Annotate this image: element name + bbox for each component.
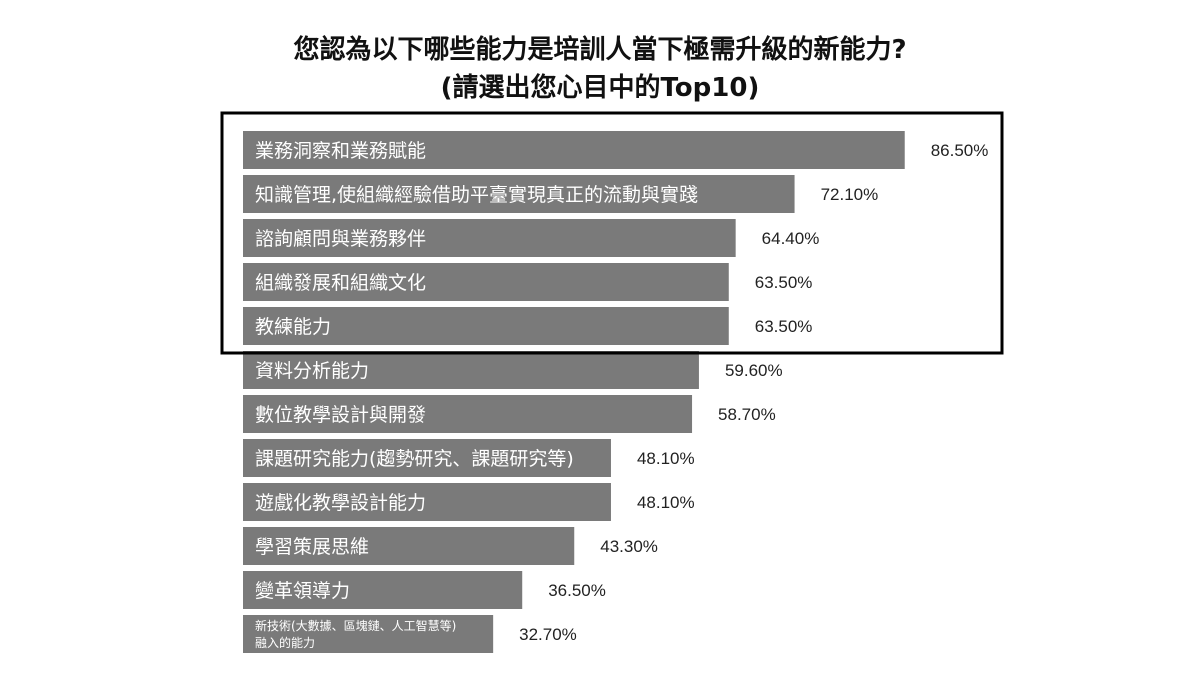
bar-group: 數位教學設計與開發 58.70% bbox=[243, 395, 776, 433]
value-label: 59.60% bbox=[725, 361, 783, 380]
bar bbox=[243, 219, 736, 257]
value-label: 32.70% bbox=[519, 625, 577, 644]
bar-group: 課題研究能力(趨勢研究、課題研究等) 48.10% bbox=[243, 439, 695, 477]
value-label: 63.50% bbox=[755, 273, 813, 292]
bar bbox=[243, 439, 611, 477]
bar-label: 數位教學設計與開發 bbox=[255, 404, 426, 426]
bar-label: 新技術(大數據、區塊鏈、人工智慧等) bbox=[255, 618, 456, 633]
bar-group: 新技術(大數據、區塊鏈、人工智慧等) 融入的能力 32.70% bbox=[243, 615, 577, 653]
bar-group: 遊戲化教學設計能力 48.10% bbox=[243, 483, 695, 521]
bar bbox=[243, 395, 693, 433]
bar-group: 學習策展思維 43.30% bbox=[243, 527, 658, 565]
chart-title-line-2: (請選出您心目中的Top10) bbox=[440, 73, 760, 103]
bar-group: 業務洞察和業務賦能 86.50% bbox=[243, 131, 988, 169]
bar bbox=[243, 263, 729, 301]
value-label: 64.40% bbox=[762, 229, 820, 248]
bar-group: 組織發展和組織文化 63.50% bbox=[243, 263, 812, 301]
bar bbox=[243, 571, 523, 609]
value-label: 36.50% bbox=[548, 581, 606, 600]
bar bbox=[243, 615, 494, 653]
bar-label: 變革領導力 bbox=[255, 580, 350, 602]
value-label: 48.10% bbox=[637, 449, 695, 468]
bar-label: 融入的能力 bbox=[255, 635, 315, 650]
value-label: 43.30% bbox=[600, 537, 658, 556]
bar-label: 業務洞察和業務賦能 bbox=[255, 140, 426, 162]
bar bbox=[243, 527, 575, 565]
bar-label: 組織發展和組織文化 bbox=[255, 272, 426, 294]
value-label: 48.10% bbox=[637, 493, 695, 512]
chart-title-line-1: 您認為以下哪些能力是培訓人當下極需升級的新能力? bbox=[293, 35, 907, 65]
bar bbox=[243, 175, 795, 213]
bar-label: 學習策展思維 bbox=[255, 536, 369, 558]
bar-label: 資料分析能力 bbox=[255, 360, 369, 382]
value-label: 86.50% bbox=[931, 141, 989, 160]
bar-group: 教練能力 63.50% bbox=[243, 307, 812, 345]
bar-group: 資料分析能力 59.60% bbox=[243, 351, 783, 389]
bar bbox=[243, 351, 699, 389]
value-label: 63.50% bbox=[755, 317, 813, 336]
bar-label: 教練能力 bbox=[255, 316, 331, 338]
bar bbox=[243, 131, 905, 169]
bar-label: 遊戲化教學設計能力 bbox=[255, 492, 426, 514]
bar-group: 變革領導力 36.50% bbox=[243, 571, 606, 609]
bar-label: 課題研究能力(趨勢研究、課題研究等) bbox=[255, 448, 574, 470]
value-label: 58.70% bbox=[718, 405, 776, 424]
bar bbox=[243, 307, 729, 345]
bar-label: 知識管理,使組織經驗借助平臺實現真正的流動與實踐 bbox=[255, 184, 698, 206]
bar-group: 諮詢顧問與業務夥伴 64.40% bbox=[243, 219, 819, 257]
bar-label: 諮詢顧問與業務夥伴 bbox=[255, 228, 426, 250]
bar bbox=[243, 483, 611, 521]
bar-group: 知識管理,使組織經驗借助平臺實現真正的流動與實踐 72.10% bbox=[243, 175, 878, 213]
top-five-highlight-box bbox=[220, 111, 1004, 355]
value-label: 72.10% bbox=[821, 185, 879, 204]
